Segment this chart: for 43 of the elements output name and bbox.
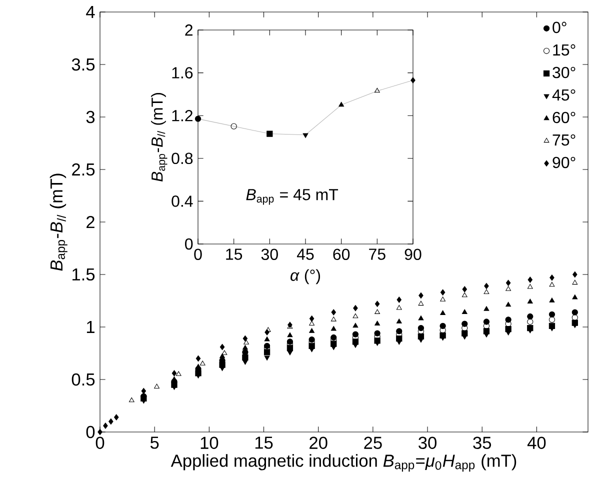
x-tick-label: 15 [226,248,242,260]
x-tick-label: 35 [473,436,492,449]
legend-label: 75° [552,134,576,146]
legend-label: 30° [552,66,576,78]
y-tick-label: 1.2 [172,110,192,122]
y-tick-label: 0 [185,238,193,250]
y-tick-label: 2 [86,216,94,228]
y-axis-title: B$_{app}$-B$_{//}$ (mT) [151,93,168,182]
x-tick-label: 0 [194,248,202,260]
x-tick-label: 10 [200,436,218,449]
legend-label: 45° [552,89,576,101]
x-tick-label: 20 [310,436,328,449]
y-tick-label: 0 [86,426,95,438]
y-tick-label: 1.6 [172,67,193,78]
y-tick-label: 1.5 [72,268,95,281]
text: Applied magnetic induction B$_{app}$=μ$_{0}$H$_{app}$ (mT) [170,454,516,472]
x-tick-label: 75 [369,248,386,260]
x-tick-label: 30 [261,248,278,260]
y-tick-label: 0.4 [172,196,193,207]
legend-label: 60° [552,112,576,124]
x-tick-label: 45 [296,248,314,260]
x-tick-label: 30 [418,436,436,449]
y-tick-label: 1 [86,321,94,333]
y-tick-label: 3.5 [72,58,95,71]
y-tick-label: 0.5 [72,373,95,386]
x-tick-label: 40 [527,436,546,449]
y-axis-title: B$_{app}$-B$_{//}$ (mT) [50,174,68,271]
y-tick-label: 4 [86,6,95,18]
y-tick-label: 2.5 [72,163,95,176]
legend-label: 0° [552,22,566,34]
y-tick-label: 2 [185,24,192,36]
legend-label: 15° [553,44,576,56]
x-axis-title: α (°) [290,269,320,284]
legend-label: 90° [552,156,576,168]
x-tick-label: 0 [96,436,104,449]
x-tick-label: 15 [255,436,273,449]
annotation: B$_{app}$ = 45 mT [246,189,338,205]
y-tick-label: 0.8 [172,152,193,164]
x-tick-label: 60 [333,248,350,260]
x-tick-label: 25 [364,436,382,449]
x-tick-label: 90 [404,248,422,260]
x-tick-label: 5 [150,436,159,449]
y-tick-label: 3 [86,110,95,124]
